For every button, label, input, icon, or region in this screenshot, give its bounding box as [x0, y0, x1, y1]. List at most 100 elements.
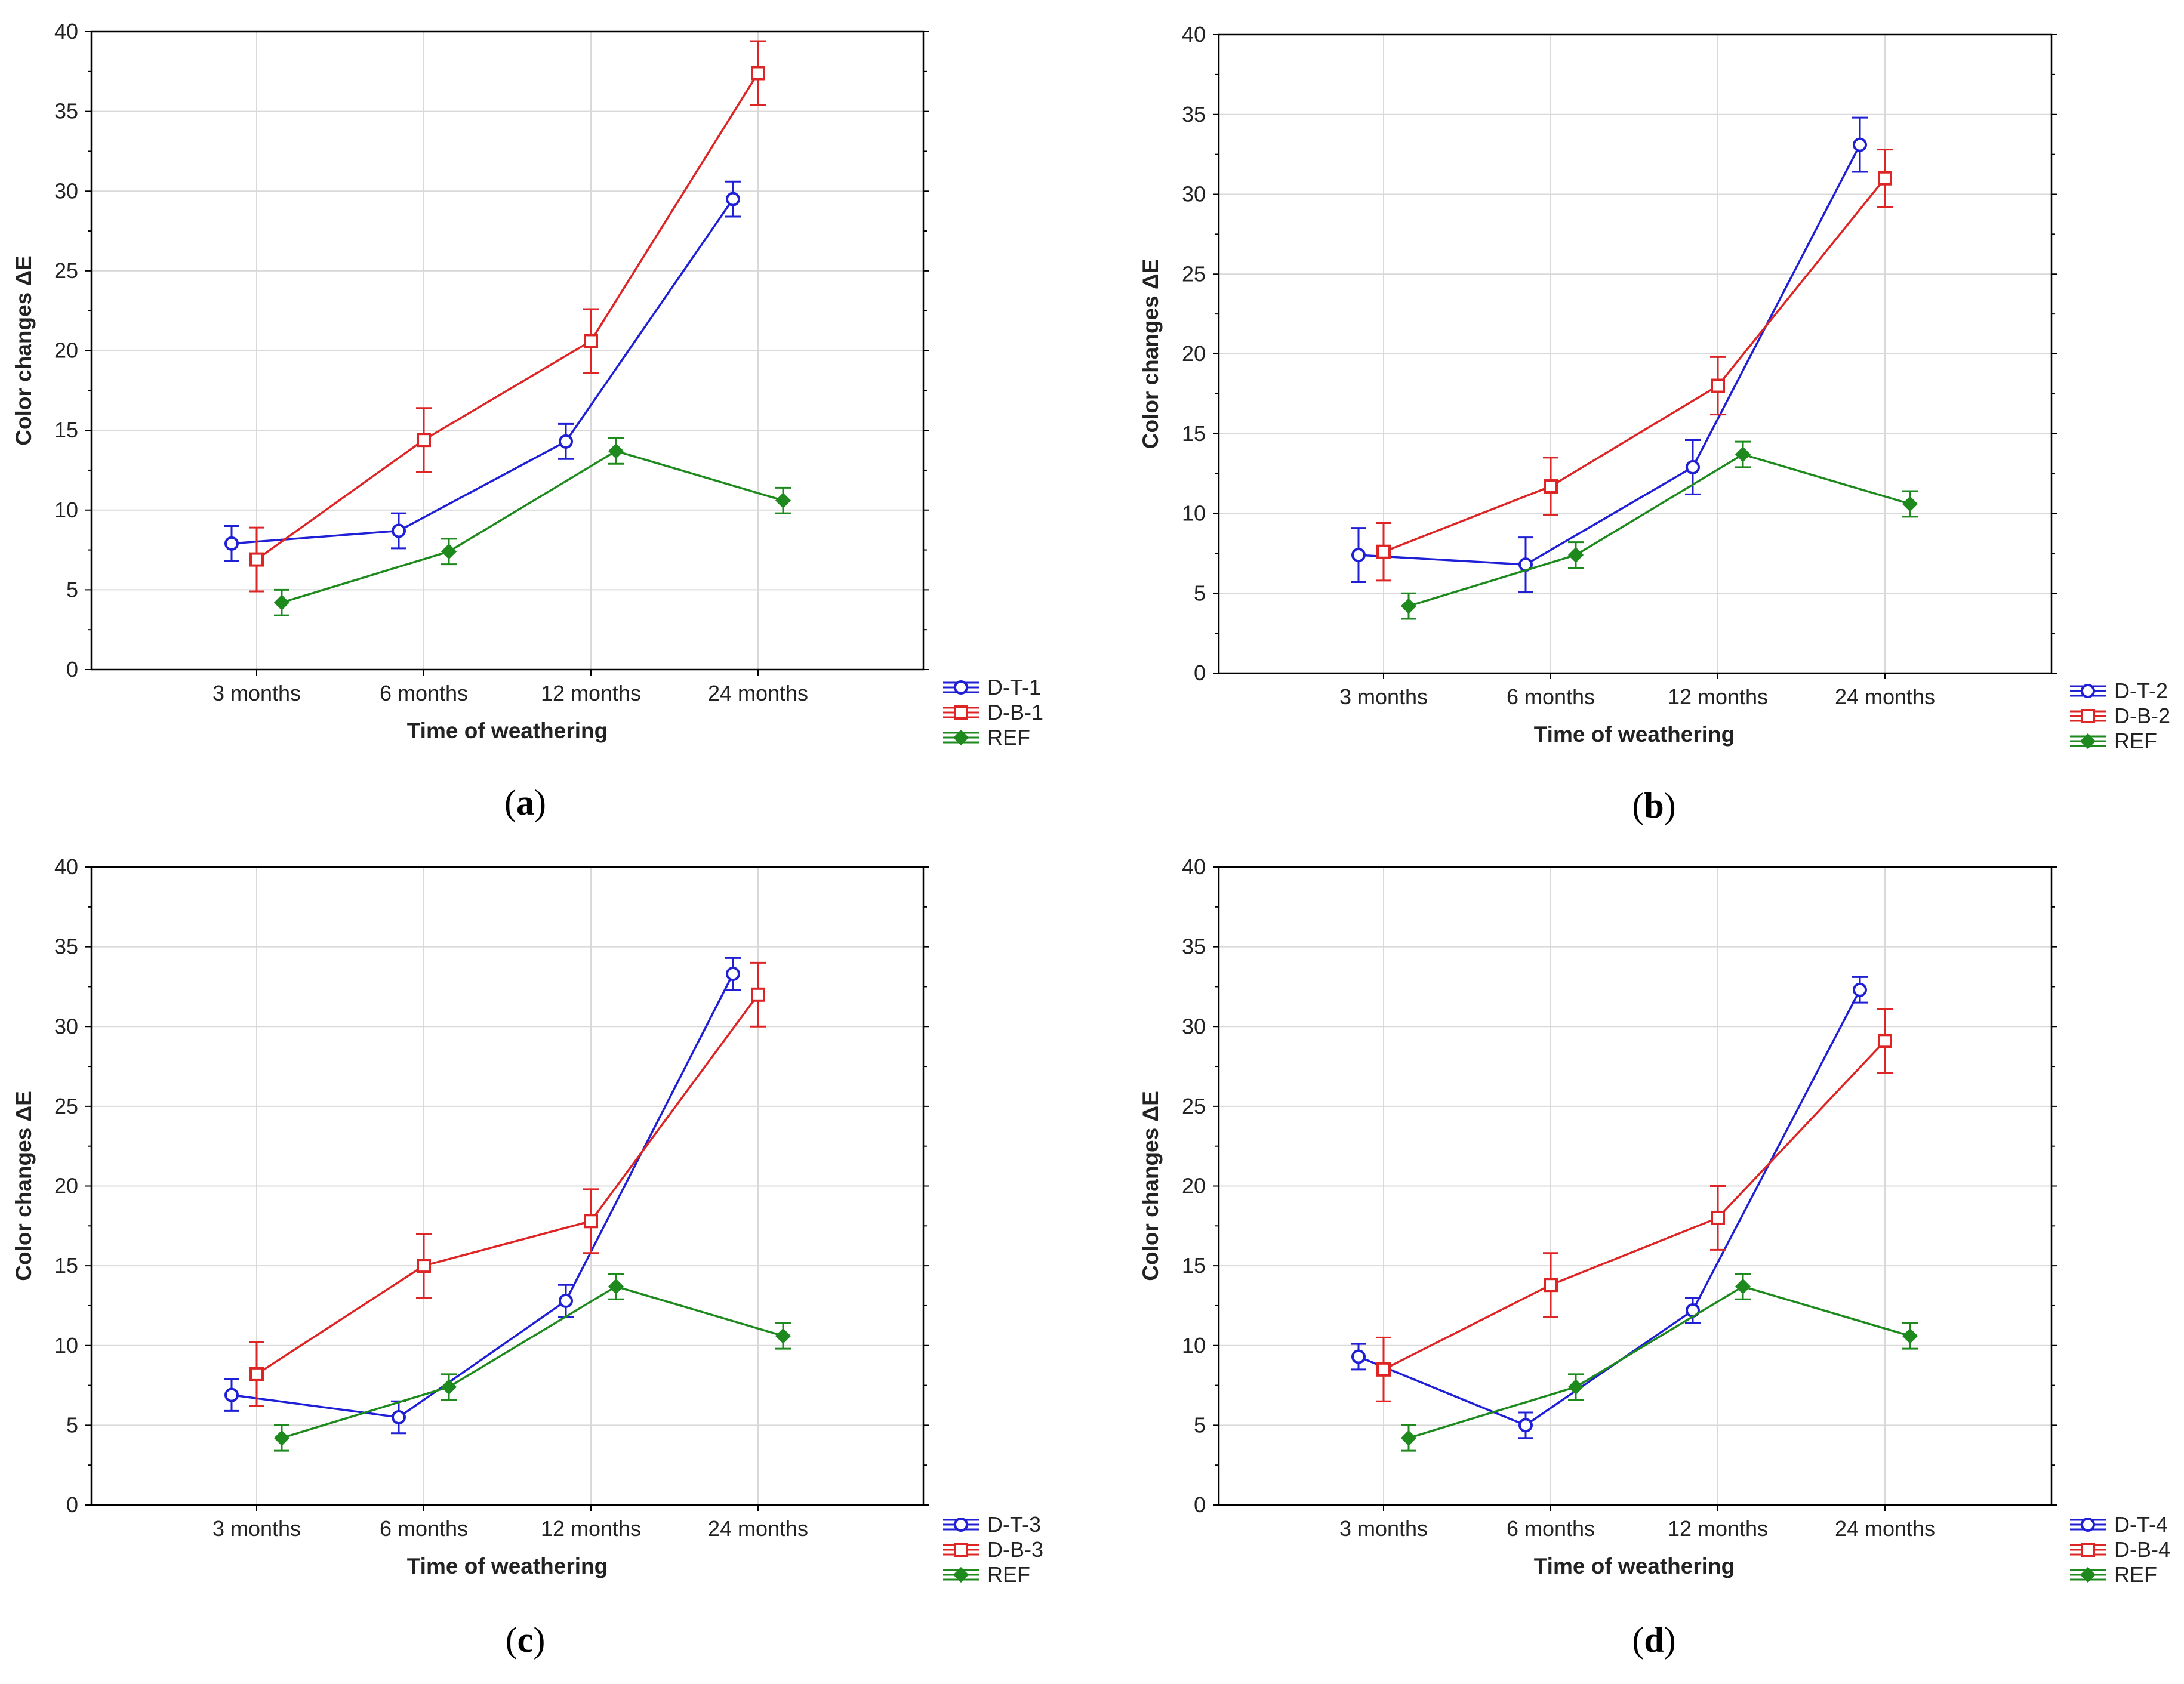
legend-marker-D-T-2: [2081, 684, 2095, 698]
data-point-D-T-1: [559, 434, 573, 449]
data-point-D-B-4: [1878, 1034, 1892, 1048]
series-line-D-B-1: [255, 72, 759, 561]
legend-label-D-T-4: D-T-4: [2114, 1512, 2168, 1537]
y-tick-label: 40: [1182, 22, 1206, 47]
data-point-D-B-1: [249, 552, 264, 567]
y-tick-label: 10: [1182, 1333, 1206, 1358]
y-tick-label: 30: [54, 178, 78, 203]
x-tick-label: 24 months: [1835, 1516, 1935, 1541]
y-tick-label: 10: [54, 1333, 78, 1358]
data-point-D-B-3: [751, 987, 765, 1002]
data-point-REF: [1567, 1379, 1584, 1395]
y-tick-label: 20: [54, 1174, 78, 1198]
y-tick-label: 5: [66, 1412, 78, 1437]
series-line-REF: [281, 449, 784, 604]
y-tick-label: 40: [54, 855, 78, 879]
series-line-REF: [1408, 453, 1911, 607]
panel-label-close-paren: ): [1664, 786, 1676, 825]
data-point-D-B-2: [1878, 171, 1892, 186]
data-point-D-T-1: [224, 536, 239, 551]
x-tick-label: 3 months: [1339, 684, 1428, 709]
y-tick-label: 10: [1182, 501, 1206, 526]
y-tick-label: 10: [54, 498, 78, 522]
series-D-B-4: [1376, 1008, 1893, 1402]
legend-label-REF: REF: [2114, 1562, 2157, 1587]
panel-label-open-paren: (: [1632, 786, 1644, 825]
panel-label-c: (c): [506, 1620, 546, 1660]
data-point-REF: [608, 443, 624, 459]
legend-marker-REF: [2080, 1566, 2096, 1583]
y-tick-label: 25: [1182, 261, 1206, 286]
legend-label-D-B-1: D-B-1: [987, 700, 1043, 724]
legend-marker-D-B-2: [2081, 709, 2095, 723]
y-tick-label: 0: [66, 657, 78, 681]
legend-marker-D-T-1: [954, 680, 968, 695]
x-tick-label: 12 months: [1668, 684, 1768, 709]
y-tick-label: 0: [1194, 1492, 1206, 1517]
data-point-D-B-2: [1711, 378, 1725, 393]
series-D-T-3: [224, 957, 741, 1435]
y-tick-label: 5: [1194, 1412, 1206, 1437]
series-line-D-B-2: [1383, 177, 1886, 553]
data-point-REF: [273, 594, 290, 610]
data-point-D-T-2: [1351, 548, 1366, 563]
x-tick-label: 3 months: [212, 1516, 301, 1541]
series-REF: [1400, 440, 1918, 620]
y-tick-label: 15: [1182, 1253, 1206, 1278]
y-tick-label: 0: [1194, 661, 1206, 685]
panel-label-letter: a: [516, 783, 534, 822]
data-point-D-T-3: [224, 1387, 239, 1402]
data-point-REF: [1902, 1328, 1918, 1344]
data-point-D-T-4: [1518, 1418, 1533, 1433]
series-REF: [273, 437, 791, 616]
data-point-REF: [1735, 446, 1751, 462]
data-point-REF: [441, 1379, 457, 1395]
legend-marker-D-B-1: [954, 705, 968, 720]
data-point-D-B-4: [1544, 1278, 1558, 1293]
x-tick-label: 24 months: [708, 681, 808, 705]
series-REF: [273, 1272, 791, 1452]
legend-marker-REF: [953, 1566, 969, 1583]
y-tick-label: 5: [66, 577, 78, 602]
panel-label-close-paren: ): [533, 1620, 545, 1660]
data-point-D-B-2: [1544, 479, 1558, 494]
y-tick-label: 15: [1182, 421, 1206, 446]
legend-marker-REF: [2080, 733, 2096, 750]
x-tick-label: 6 months: [380, 681, 468, 705]
data-point-D-B-4: [1376, 1362, 1391, 1377]
data-point-D-B-1: [584, 334, 598, 348]
panel-label-letter: b: [1644, 786, 1664, 825]
y-tick-label: 20: [54, 338, 78, 363]
y-tick-label: 15: [54, 1253, 78, 1278]
data-point-D-B-1: [751, 66, 765, 81]
y-axis-title: Color changes ΔE: [11, 255, 36, 446]
legend-label-D-B-3: D-B-3: [987, 1537, 1043, 1562]
data-point-D-T-2: [1686, 459, 1700, 474]
panel-label-open-paren: (: [506, 1620, 517, 1660]
data-point-D-T-3: [726, 967, 740, 982]
series-line-REF: [281, 1285, 784, 1439]
x-tick-label: 6 months: [380, 1516, 468, 1541]
panel-label-open-paren: (: [504, 783, 516, 822]
data-point-REF: [1735, 1278, 1751, 1294]
legend-label-REF: REF: [987, 1562, 1030, 1587]
series-D-T-2: [1351, 116, 1868, 593]
series-line-D-T-1: [231, 198, 734, 545]
panel-label-letter: d: [1644, 1620, 1664, 1660]
legend-label-D-T-3: D-T-3: [987, 1512, 1041, 1537]
y-tick-label: 25: [54, 258, 78, 283]
series-line-REF: [1408, 1285, 1911, 1439]
x-axis-title: Time of weathering: [407, 718, 608, 743]
panel-c: 0 5 10 15 20 25 30 35 40 3 months 6 months 12 month…: [11, 855, 1043, 1660]
data-point-REF: [1567, 547, 1584, 563]
series-D-T-4: [1351, 976, 1868, 1439]
legend-marker-D-B-3: [954, 1543, 968, 1557]
data-point-D-T-1: [392, 523, 406, 538]
series-line-D-B-4: [1383, 1040, 1886, 1371]
legend-label-D-B-4: D-B-4: [2114, 1537, 2170, 1562]
